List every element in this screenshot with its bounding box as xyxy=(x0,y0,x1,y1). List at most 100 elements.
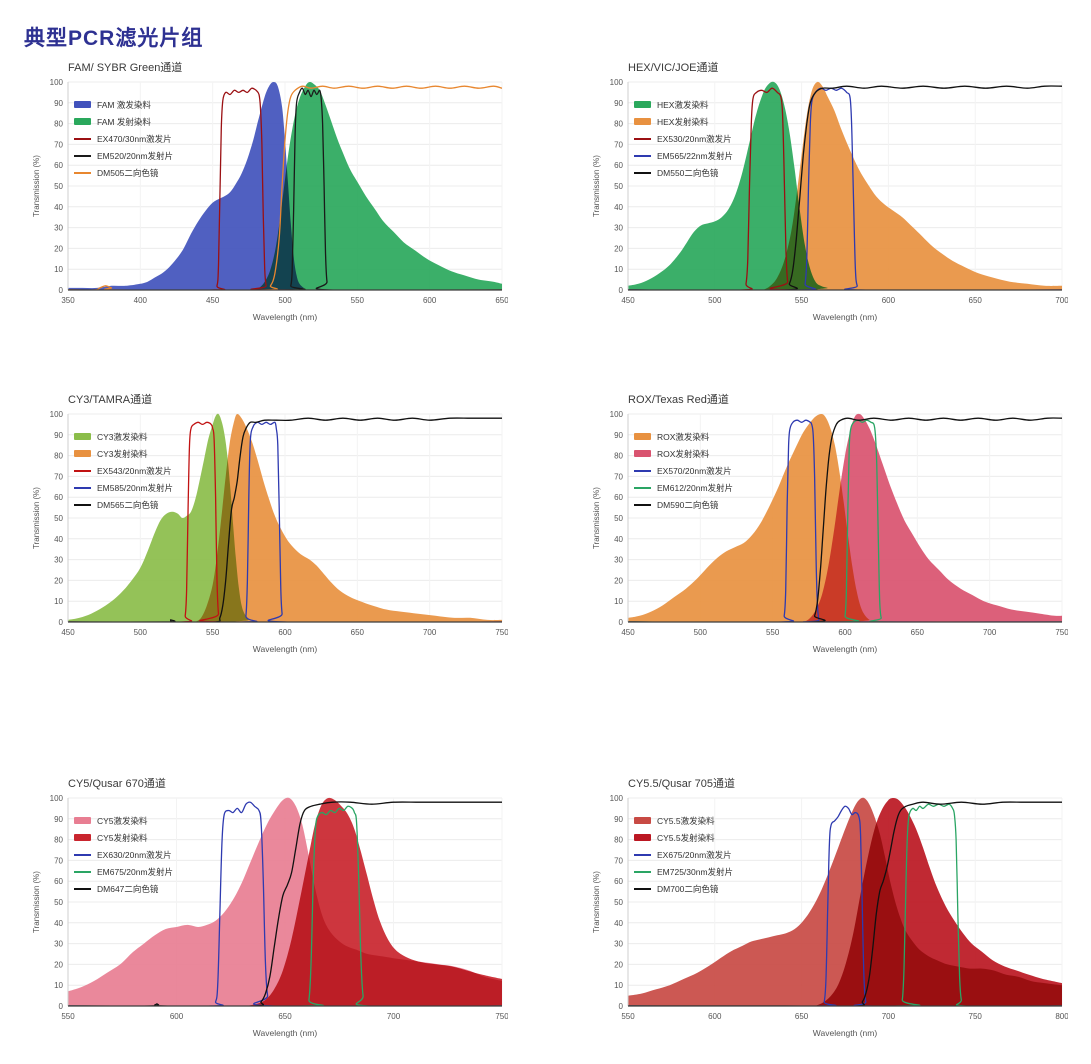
legend-label: DM647二向色镜 xyxy=(97,883,159,894)
legend-label: DM590二向色镜 xyxy=(657,499,719,510)
legend-item: CY5激发染料 xyxy=(74,814,173,827)
x-axis-label: Wavelength (nm) xyxy=(253,1028,318,1038)
tick-labels: 0 10 20 30 40 50 60 70 80 90 100 450 500 550 600 650 700 xyxy=(610,78,1068,305)
filter-line-swatch-icon xyxy=(634,469,651,472)
svg-text:550: 550 xyxy=(621,1012,635,1021)
legend-label: DM505二向色镜 xyxy=(97,167,159,178)
chart-title: CY5/Qusar 670通道 xyxy=(68,778,166,790)
x-axis-label: Wavelength (nm) xyxy=(813,1028,878,1038)
svg-text:50: 50 xyxy=(54,514,63,523)
dye-swatch-icon xyxy=(74,101,91,108)
svg-text:20: 20 xyxy=(614,576,623,585)
dye-spectrum-area xyxy=(628,797,1062,1006)
svg-text:90: 90 xyxy=(614,815,623,824)
svg-text:500: 500 xyxy=(278,296,292,305)
series-group xyxy=(628,797,1062,1006)
svg-text:100: 100 xyxy=(50,794,64,803)
svg-text:50: 50 xyxy=(614,182,623,191)
svg-text:50: 50 xyxy=(614,514,623,523)
svg-text:600: 600 xyxy=(882,296,896,305)
dye-spectrum-area xyxy=(245,797,502,1006)
legend-label: EX470/30nm激发片 xyxy=(97,133,172,144)
filter-curve-line xyxy=(68,801,502,1006)
legend-label: EM585/20nm发射片 xyxy=(97,482,174,493)
chart-canvas: 0 10 20 30 40 50 60 70 80 90 100 450 500 550 600 650 700… xyxy=(588,408,1068,660)
svg-text:10: 10 xyxy=(614,597,623,606)
svg-text:500: 500 xyxy=(694,628,708,637)
svg-text:40: 40 xyxy=(54,203,63,212)
svg-text:800: 800 xyxy=(1055,1012,1068,1021)
x-axis-label: Wavelength (nm) xyxy=(813,644,878,654)
svg-text:600: 600 xyxy=(708,1012,722,1021)
svg-text:750: 750 xyxy=(495,628,508,637)
svg-text:0: 0 xyxy=(619,286,624,295)
legend-item: FAM 激发染料 xyxy=(74,98,173,111)
spectra-plot: 0 10 20 30 40 50 60 70 80 90 100 450 500 550 600 650 700… xyxy=(592,78,1068,322)
svg-text:70: 70 xyxy=(54,472,63,481)
svg-text:50: 50 xyxy=(54,898,63,907)
series-group xyxy=(628,413,1062,622)
legend-label: EM612/20nm发射片 xyxy=(657,482,734,493)
svg-text:750: 750 xyxy=(495,1012,508,1021)
legend-label: CY3发射染料 xyxy=(97,448,148,459)
filter-line-swatch-icon xyxy=(634,503,651,506)
svg-text:700: 700 xyxy=(882,1012,896,1021)
dye-spectrum-area xyxy=(763,81,1062,290)
filter-curve-line xyxy=(628,87,1062,290)
legend: HEX激发染料 HEX发射染料 EX530/20nm激发片 EM565/22nm发射片… xyxy=(634,98,733,183)
svg-text:550: 550 xyxy=(766,628,780,637)
svg-text:60: 60 xyxy=(614,161,623,170)
chart-cy3-tamra: CY3/TAMRA通道 0 10 20 30 40 50 60 70 80 90 100 450 500… xyxy=(28,392,508,666)
spectra-plot: 0 10 20 30 40 50 60 70 80 90 100 550 600 650 700 750 800… xyxy=(592,794,1068,1038)
y-axis-label: Transmission (%) xyxy=(592,155,601,217)
svg-text:60: 60 xyxy=(54,161,63,170)
svg-text:550: 550 xyxy=(61,1012,75,1021)
legend-item: CY3发射染料 xyxy=(74,447,173,460)
filter-curve-line xyxy=(628,85,1062,290)
tick-labels: 0 10 20 30 40 50 60 70 80 90 100 550 600 650 700 750 800 xyxy=(610,794,1068,1021)
svg-text:600: 600 xyxy=(423,296,437,305)
svg-text:90: 90 xyxy=(54,431,63,440)
legend-item: CY5.5发射染料 xyxy=(634,831,733,844)
legend-item: ROX激发染料 xyxy=(634,430,733,443)
legend-item: EM612/20nm发射片 xyxy=(634,481,733,494)
filter-curve-line xyxy=(628,419,1062,622)
filter-line-swatch-icon xyxy=(634,171,651,174)
legend-item: EX530/20nm激发片 xyxy=(634,132,733,145)
axes xyxy=(627,82,1062,291)
svg-text:750: 750 xyxy=(969,1012,983,1021)
svg-text:80: 80 xyxy=(54,836,63,845)
svg-text:500: 500 xyxy=(708,296,722,305)
svg-text:80: 80 xyxy=(54,452,63,461)
axes xyxy=(67,414,502,623)
filter-curve-line xyxy=(68,87,502,290)
legend-item: EM565/22nm发射片 xyxy=(634,149,733,162)
dye-spectrum-area xyxy=(804,413,1062,622)
filter-curve-line xyxy=(628,417,1062,622)
legend: ROX激发染料 ROX发射染料 EX570/20nm激发片 EM612/20nm发射片… xyxy=(634,430,733,515)
dye-swatch-icon xyxy=(634,101,651,108)
filter-curve-line xyxy=(68,805,502,1006)
legend-item: DM550二向色镜 xyxy=(634,166,733,179)
svg-text:10: 10 xyxy=(614,265,623,274)
svg-text:450: 450 xyxy=(621,628,635,637)
legend-label: CY5.5发射染料 xyxy=(657,832,715,843)
svg-text:40: 40 xyxy=(614,203,623,212)
legend-item: DM647二向色镜 xyxy=(74,882,173,895)
svg-text:20: 20 xyxy=(614,244,623,253)
svg-text:450: 450 xyxy=(206,296,220,305)
chart-canvas: 0 10 20 30 40 50 60 70 80 90 100 450 500 550 600 650 700… xyxy=(28,408,508,660)
filter-line-swatch-icon xyxy=(74,154,91,157)
svg-text:700: 700 xyxy=(387,1012,401,1021)
dye-swatch-icon xyxy=(74,450,91,457)
svg-text:600: 600 xyxy=(838,628,852,637)
chart-canvas: 0 10 20 30 40 50 60 70 80 90 100 550 600 650 700 750 Tra… xyxy=(28,792,508,1044)
svg-text:350: 350 xyxy=(61,296,75,305)
filter-line-swatch-icon xyxy=(634,853,651,856)
legend-label: HEX发射染料 xyxy=(657,116,709,127)
legend-label: FAM 发射染料 xyxy=(97,116,151,127)
filter-line-swatch-icon xyxy=(74,469,91,472)
svg-text:100: 100 xyxy=(610,78,624,87)
legend-label: CY5激发染料 xyxy=(97,815,148,826)
tick-labels: 0 10 20 30 40 50 60 70 80 90 100 550 600 650 700 750 xyxy=(50,794,508,1021)
